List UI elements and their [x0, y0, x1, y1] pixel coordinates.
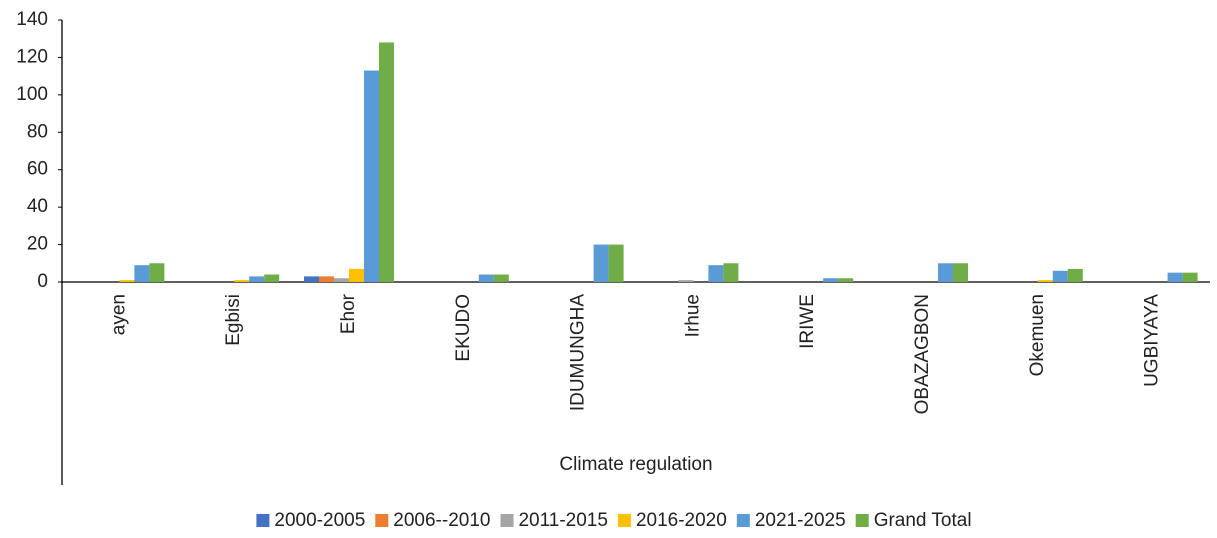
x-tick-label: Irhue: [682, 294, 703, 337]
bar: [234, 280, 250, 282]
bar: [149, 263, 165, 282]
x-axis-title: Climate regulation: [559, 454, 712, 475]
bar: [1052, 270, 1068, 282]
x-tick-label: OBAZAGBON: [912, 294, 933, 414]
x-tick-label: Ehor: [338, 293, 359, 334]
bar: [838, 278, 854, 282]
bar: [319, 276, 334, 282]
legend-swatch: [375, 514, 389, 527]
legend-label: 2021-2025: [755, 510, 846, 531]
x-tick-label: ayen: [108, 294, 129, 335]
legend-label: 2006--2010: [393, 510, 490, 531]
x-tick-label: Egbisi: [223, 294, 244, 346]
legend-swatch: [736, 514, 750, 527]
y-tick-label: 20: [27, 234, 48, 255]
y-tick-label: 140: [16, 9, 48, 30]
bar: [493, 274, 509, 282]
bar: [349, 268, 364, 282]
x-tick-label: EKUDO: [453, 294, 474, 362]
legend-label: Grand Total: [874, 510, 972, 531]
y-tick-label: 100: [16, 84, 48, 105]
bar: [334, 278, 349, 282]
legend-swatch: [855, 514, 869, 527]
bar: [264, 274, 280, 282]
bar: [1167, 272, 1183, 282]
legend-swatch: [500, 514, 514, 527]
bar: [723, 263, 739, 282]
bar: [478, 274, 494, 282]
bar: [678, 280, 694, 282]
bar: [134, 265, 150, 282]
bar: [953, 263, 968, 282]
legend-label: 2000-2005: [274, 510, 365, 531]
x-tick-label: UGBIYAYA: [1142, 294, 1163, 387]
bar: [119, 280, 135, 282]
legend-swatch: [617, 514, 631, 527]
bar: [708, 265, 724, 282]
y-tick-label: 120: [16, 46, 48, 67]
y-tick-label: 40: [27, 196, 48, 217]
legend-label: 2011-2015: [518, 510, 607, 531]
bar: [249, 276, 265, 282]
y-tick-label: 60: [27, 159, 48, 180]
bar: [608, 244, 624, 282]
bar: [1182, 272, 1198, 282]
x-tick-label: Okemuen: [1027, 294, 1048, 376]
y-tick-label: 80: [27, 121, 48, 142]
legend-swatch: [256, 514, 270, 527]
y-tick-label: 0: [37, 271, 48, 292]
bar: [304, 276, 319, 282]
bar: [379, 42, 394, 283]
legend-label: 2016-2020: [636, 510, 727, 531]
bar: [364, 70, 379, 283]
bar: [593, 244, 609, 282]
x-tick-label: IDUMUNGHA: [568, 294, 589, 411]
bar: [1037, 280, 1053, 282]
x-tick-label: IRIWE: [797, 294, 818, 349]
bar: [823, 278, 839, 282]
bar: [1067, 268, 1083, 282]
bar: [938, 263, 953, 282]
